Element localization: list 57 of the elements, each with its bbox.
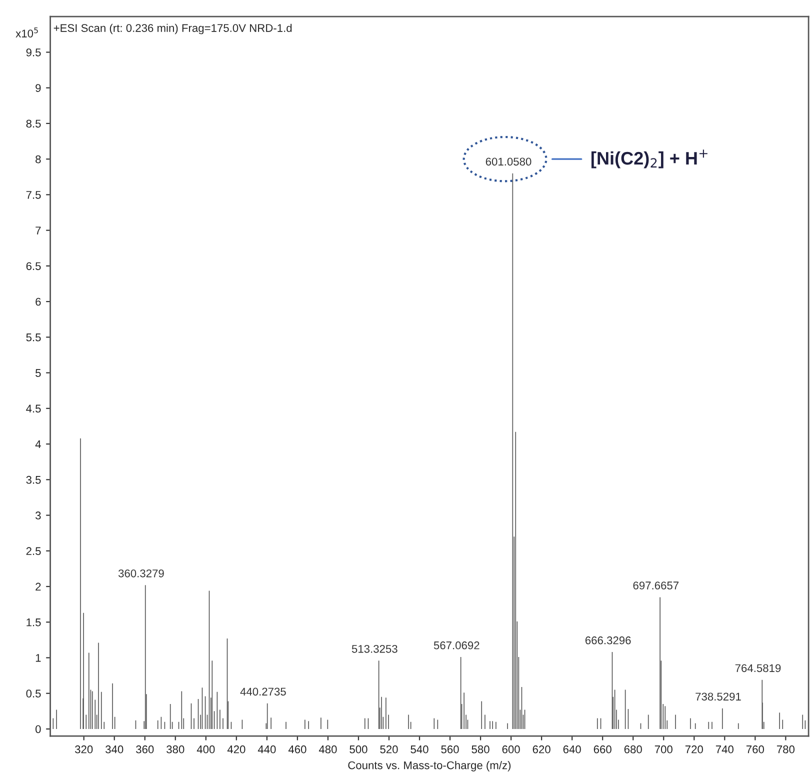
x-tick-label: 560 (441, 745, 459, 754)
y-axis-title: x10$^{5}$ (16, 27, 38, 38)
x-tick-label: 660 (594, 745, 612, 754)
annotation: [Ni(C2)$_{2}$] + H$^{+}$ (591, 150, 708, 168)
annotation: 513.3253 (352, 644, 398, 653)
x-tick-label: 600 (502, 745, 520, 754)
y-tick-label: 4.5 (26, 404, 41, 413)
y-tick-label: 9.5 (26, 48, 41, 56)
y-tick-label: 1 (36, 654, 41, 662)
x-tick-label: 620 (532, 745, 550, 754)
x-tick-label: 680 (624, 745, 642, 754)
y-tick-label: 1.5 (26, 618, 41, 626)
y-tick-label: 3.5 (26, 476, 41, 484)
x-tick-label: 500 (350, 745, 368, 754)
text: +ESI Scan (rt: 0.236 min) Frag=175.0V NRD-1.d (54, 24, 292, 34)
y-tick-label: 0.5 (26, 690, 41, 698)
x-tick-label: 400 (196, 745, 215, 754)
x-tick-label: 740 (716, 745, 734, 754)
y-tick-label: 6 (36, 298, 41, 306)
x-tick-label: 480 (318, 745, 337, 754)
x-tick-label: 440 (258, 745, 276, 754)
y-tick-label: 6.5 (26, 262, 41, 270)
y-tick-label: 4 (35, 440, 41, 448)
annotation: 360.3279 (118, 569, 164, 578)
y-tick-label: 8 (36, 155, 41, 164)
annotation: 764.5819 (735, 664, 781, 672)
y-tick-label: 2.5 (26, 547, 41, 556)
x-tick-label: 520 (380, 745, 398, 754)
annotation: 666.3296 (585, 636, 631, 644)
x-tick-label: 700 (654, 745, 672, 754)
x-tick-label: 360 (136, 745, 154, 754)
y-tick-label: 9 (36, 84, 41, 92)
annotation: 440.2735 (240, 688, 286, 696)
x-tick-label: 780 (776, 745, 795, 754)
y-tick-label: 7.5 (26, 191, 41, 199)
annotation: 697.6657 (633, 582, 679, 590)
x-axis-title: Counts vs. Mass-to-Charge (m/z) (348, 761, 511, 772)
x-tick-label: 340 (106, 745, 124, 754)
x-tick-label: 460 (288, 745, 306, 754)
annotation: 601.0580 (486, 158, 532, 166)
x-tick-label: 380 (166, 745, 184, 754)
y-tick-label: 5.5 (26, 334, 41, 342)
x-tick-label: 580 (472, 745, 490, 754)
x-tick-label: 640 (563, 745, 581, 754)
y-tick-label: 7 (36, 226, 41, 234)
x-tick-label: 420 (227, 745, 246, 754)
annotation: 567.0692 (434, 641, 480, 650)
y-tick-label: 8.5 (26, 120, 41, 128)
y-tick-label: 5 (36, 369, 41, 377)
x-tick-label: 320 (75, 745, 93, 754)
x-tick-label: 720 (685, 745, 703, 754)
x-tick-label: 760 (746, 745, 764, 754)
y-tick-label: 3 (36, 512, 41, 520)
y-tick-label: 2 (36, 582, 41, 591)
annotation: 738.5291 (696, 692, 741, 701)
y-tick-label: 0 (36, 725, 41, 734)
x-tick-label: 540 (410, 745, 428, 754)
